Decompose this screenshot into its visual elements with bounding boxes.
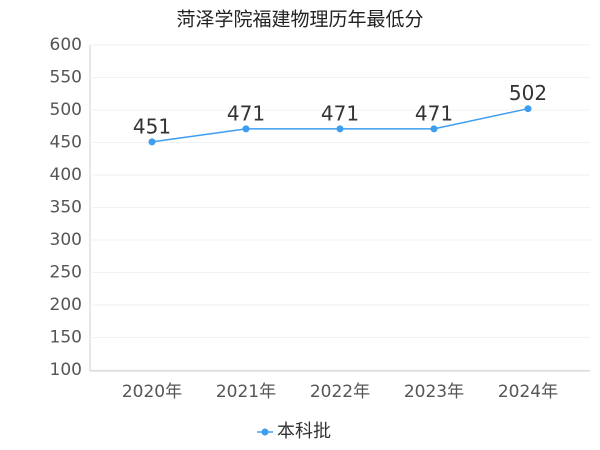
y-tick-label: 250 — [50, 263, 82, 283]
y-tick-label: 350 — [50, 198, 82, 218]
data-label: 502 — [509, 81, 547, 105]
data-label: 471 — [415, 101, 453, 125]
y-tick-label: 100 — [50, 360, 82, 380]
legend-marker — [261, 428, 269, 436]
y-tick-label: 500 — [50, 100, 82, 120]
y-tick-label: 150 — [50, 328, 82, 348]
data-label: 471 — [321, 101, 359, 125]
y-tick-label: 200 — [50, 295, 82, 315]
x-tick-label: 2023年 — [404, 382, 464, 402]
x-tick-label: 2024年 — [498, 382, 558, 402]
y-tick-label: 400 — [50, 165, 82, 185]
x-tick-label: 2021年 — [216, 382, 276, 402]
y-tick-label: 550 — [50, 68, 82, 88]
y-tick-label: 450 — [50, 133, 82, 153]
point — [524, 105, 532, 113]
x-tick-label: 2022年 — [310, 382, 370, 402]
y-tick-label: 600 — [50, 35, 82, 55]
data-label: 451 — [133, 114, 171, 138]
chart-title: 菏泽学院福建物理历年最低分 — [176, 9, 423, 31]
point — [148, 138, 156, 146]
point — [336, 125, 344, 133]
y-tick-label: 300 — [50, 230, 82, 250]
point — [242, 125, 250, 133]
data-label: 471 — [227, 101, 265, 125]
x-tick-label: 2020年 — [122, 382, 182, 402]
point — [430, 125, 438, 133]
legend-label: 本科批 — [277, 421, 331, 442]
